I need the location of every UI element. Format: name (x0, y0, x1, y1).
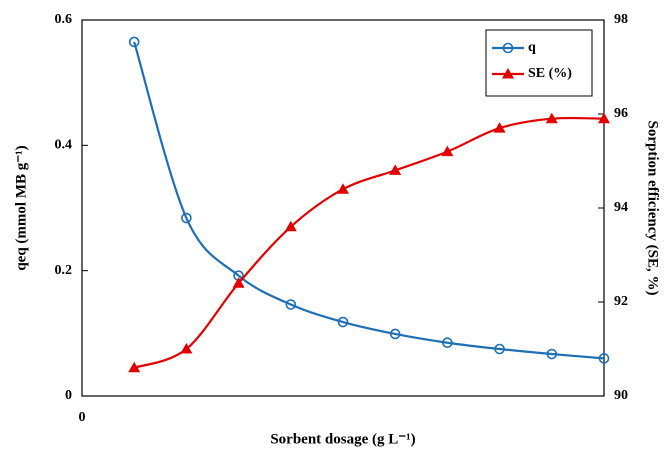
data-point (180, 343, 193, 354)
y-axis-label: qeq (mmol MB g⁻¹) (13, 145, 29, 270)
data-point (598, 112, 610, 124)
y2-tick-label: 90 (614, 388, 628, 403)
y-tick-label: 0 (65, 388, 72, 403)
legend-box (485, 29, 593, 97)
data-point (598, 353, 610, 364)
data-point (337, 183, 349, 194)
y2-tick-label: 92 (614, 294, 628, 309)
x-axis-label: Sorbent dosage (g L⁻¹) (270, 431, 415, 447)
y-tick-label: 0.4 (55, 138, 73, 153)
y-tick-label: 0.6 (55, 12, 73, 27)
x-tick-label: 0 (79, 410, 86, 425)
data-point (546, 348, 558, 360)
data-point (389, 164, 402, 175)
data-point (232, 277, 245, 288)
data-point (494, 343, 505, 355)
data-point (285, 299, 297, 310)
data-point (128, 36, 140, 48)
legend-marker (502, 68, 514, 79)
data-point (441, 145, 454, 157)
series-line (133, 41, 605, 360)
data-point (128, 361, 141, 373)
data-point (181, 212, 192, 224)
data-point (389, 328, 401, 340)
legend-label: q (528, 40, 536, 55)
legend-label: SE (%) (528, 66, 572, 81)
data-point (284, 220, 297, 232)
y2-tick-label: 96 (614, 106, 628, 121)
legend-marker (502, 42, 514, 54)
data-point (545, 112, 558, 124)
y-tick-label: 0.2 (55, 263, 73, 278)
y2-tick-label: 98 (614, 12, 628, 27)
y2-axis-label: Sorption efficiency (SE, %) (645, 121, 661, 296)
data-point (442, 337, 453, 349)
data-point (493, 122, 506, 133)
data-point (337, 316, 349, 328)
series-line (133, 116, 605, 369)
y2-tick-label: 94 (614, 200, 628, 215)
